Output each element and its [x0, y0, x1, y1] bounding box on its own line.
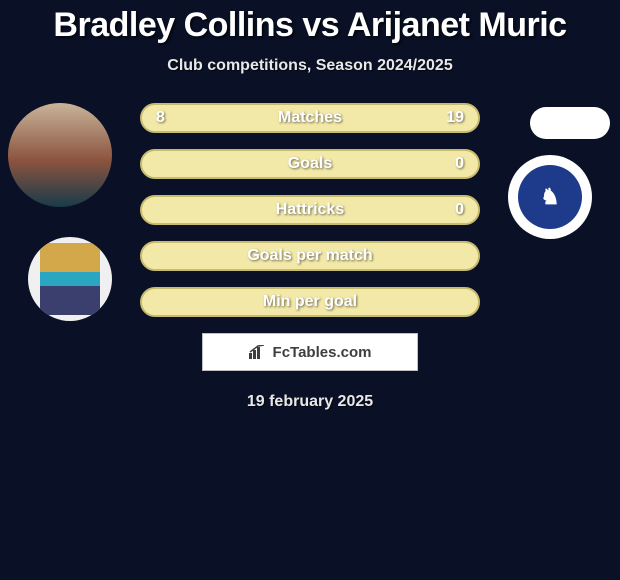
stat-label: Matches: [278, 109, 342, 127]
club1-crest-icon: [40, 243, 100, 315]
stat-right: 0: [455, 155, 464, 173]
chart-icon: [249, 345, 267, 359]
stat-label: Min per goal: [263, 293, 357, 311]
stat-bars: 8 Matches 19 Goals 0 Hattricks 0 Goals p…: [140, 103, 480, 317]
club2-crest-icon: ♞: [518, 165, 582, 229]
stat-label: Goals: [288, 155, 332, 173]
player1-photo: [8, 103, 112, 207]
stat-right: 0: [455, 201, 464, 219]
page-title: Bradley Collins vs Arijanet Muric: [0, 0, 620, 45]
player2-photo: [530, 107, 610, 139]
stat-right: 19: [446, 109, 464, 127]
stat-row-min-per-goal: Min per goal: [140, 287, 480, 317]
stat-left: 8: [156, 109, 165, 127]
stat-row-goals-per-match: Goals per match: [140, 241, 480, 271]
stat-row-hattricks: Hattricks 0: [140, 195, 480, 225]
stat-row-goals: Goals 0: [140, 149, 480, 179]
source-logo: FcTables.com: [202, 333, 418, 371]
subtitle: Club competitions, Season 2024/2025: [0, 57, 620, 75]
comparison-panel: ♞ 8 Matches 19 Goals 0 Hattricks 0 Goals…: [0, 103, 620, 411]
snapshot-date: 19 february 2025: [0, 393, 620, 411]
player1-club-badge: [28, 237, 112, 321]
stat-row-matches: 8 Matches 19: [140, 103, 480, 133]
horse-icon: ♞: [540, 185, 560, 209]
source-logo-text: FcTables.com: [273, 344, 372, 361]
stat-label: Hattricks: [276, 201, 344, 219]
player2-club-badge: ♞: [508, 155, 592, 239]
stat-label: Goals per match: [247, 247, 372, 265]
